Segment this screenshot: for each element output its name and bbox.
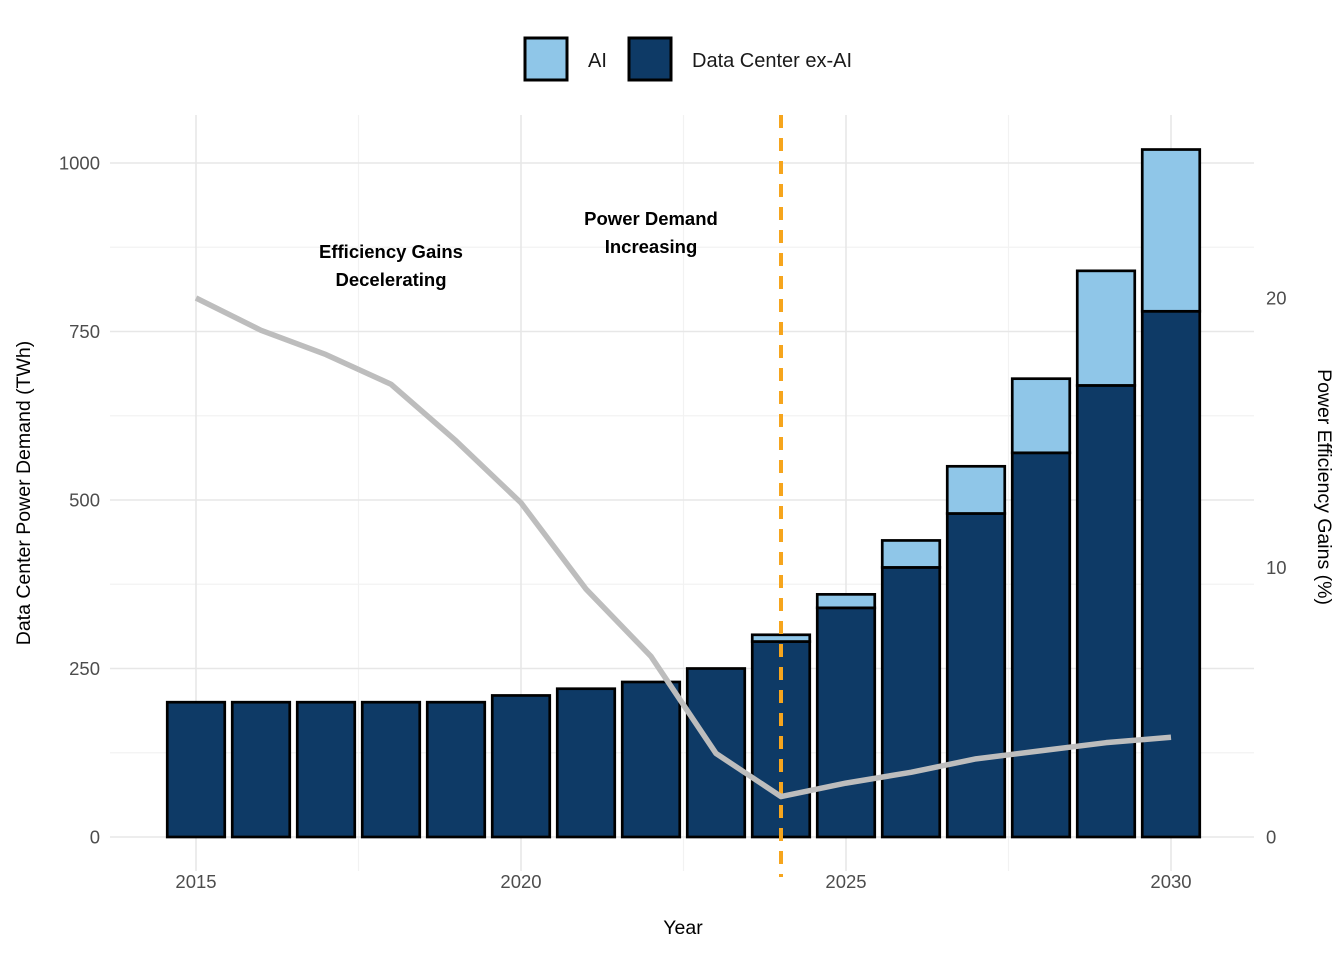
- legend: AI Data Center ex-AI: [523, 36, 852, 82]
- x-tick-2030: 2030: [1150, 871, 1191, 892]
- y-left-axis-title: Data Center Power Demand (TWh): [13, 341, 35, 646]
- bar-ai-2024: [750, 633, 812, 643]
- bar-ex-ai-2017: [295, 700, 357, 839]
- legend-swatch-ai: [523, 36, 569, 82]
- annotation-0: Efficiency Gains Decelerating: [319, 241, 463, 290]
- bar-ai-2025: [815, 593, 877, 610]
- bar-ex-ai-2025: [815, 606, 877, 839]
- efficiency-gain-line: [194, 295, 1172, 800]
- bar-ai-2027: [945, 464, 1007, 515]
- y-right-tick-10: 10: [1266, 557, 1287, 578]
- bar-ex-ai-2020: [490, 694, 552, 839]
- y-left-tick-0: 0: [90, 827, 100, 848]
- y-right-tick-20: 20: [1266, 288, 1287, 309]
- y-left-tick-1000: 1000: [59, 153, 100, 174]
- bar-ex-ai-2016: [230, 700, 292, 839]
- bar-ex-ai-2029: [1075, 384, 1137, 839]
- bar-ex-ai-2027: [945, 512, 1007, 839]
- annotations: Efficiency Gains Decelerating Power Demand…: [319, 208, 718, 290]
- y-left-tick-500: 500: [69, 490, 100, 511]
- legend-label-ai: AI: [588, 50, 607, 72]
- bar-ex-ai-2019: [425, 700, 487, 839]
- x-tick-2020: 2020: [500, 871, 541, 892]
- efficiency-line: [194, 295, 1172, 800]
- y-left-tick-250: 250: [69, 658, 100, 679]
- bar-ex-ai-2015: [165, 700, 227, 839]
- bar-ai-2030: [1140, 148, 1202, 313]
- bar-ai-2029: [1075, 269, 1137, 387]
- axis-tick-labels: 0 250 500 750 1000 0 10 20 2015 2020 2025 2030: [59, 153, 1287, 893]
- y-right-tick-0: 0: [1266, 827, 1276, 848]
- bar-ex-ai-2018: [360, 700, 422, 839]
- y-left-tick-750: 750: [69, 321, 100, 342]
- bar-ex-ai-2028: [1010, 451, 1072, 839]
- legend-swatch-ex-ai: [627, 36, 673, 82]
- bar-ex-ai-2022: [620, 680, 682, 839]
- y-right-axis-title: Power Efficiency Gains (%): [1313, 369, 1335, 605]
- x-axis-title: Year: [663, 917, 703, 939]
- legend-label-ex-ai: Data Center ex-AI: [692, 50, 852, 72]
- bar-ai-2028: [1010, 377, 1072, 455]
- x-tick-2015: 2015: [175, 871, 216, 892]
- bar-ex-ai-2026: [880, 566, 942, 839]
- stacked-bars: [165, 148, 1202, 839]
- annotation-1: Power Demand Increasing: [584, 208, 718, 257]
- x-tick-2025: 2025: [825, 871, 866, 892]
- bar-ex-ai-2030: [1140, 309, 1202, 839]
- bar-ai-2026: [880, 539, 942, 569]
- bar-ex-ai-2021: [555, 687, 617, 839]
